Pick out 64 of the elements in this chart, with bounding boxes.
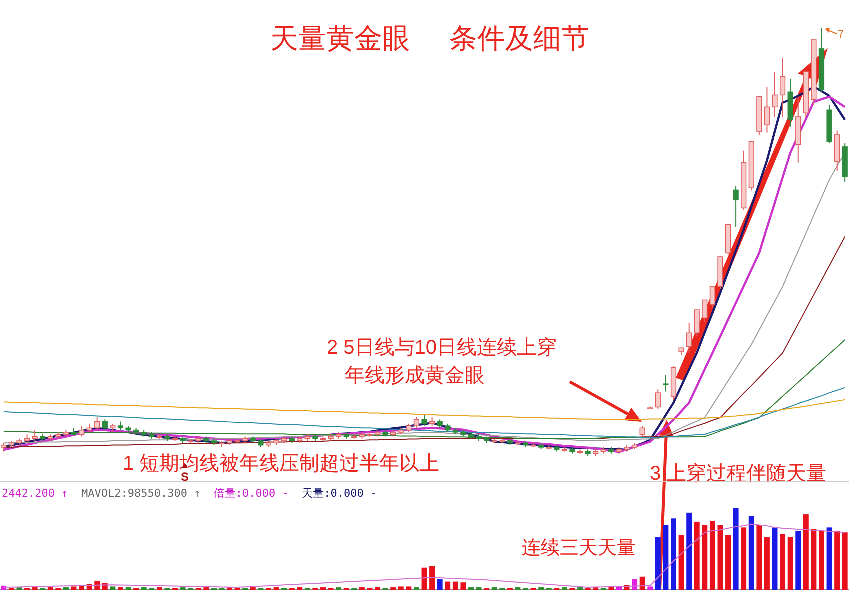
- candlestick: [422, 414, 428, 427]
- bar: [796, 530, 802, 590]
- bar: [437, 579, 443, 590]
- bar: [780, 534, 786, 590]
- bar: [772, 528, 778, 590]
- bar: [834, 530, 840, 590]
- bar: [726, 535, 731, 590]
- bar: [694, 522, 700, 590]
- chart-title: 天量黄金眼 条件及细节: [270, 23, 590, 54]
- candlestick: [780, 57, 786, 118]
- annotation: 7: [838, 29, 844, 41]
- bar: [430, 566, 436, 590]
- bar: [756, 525, 762, 590]
- candlestick: [733, 186, 739, 228]
- bar: [788, 538, 794, 590]
- annotation: 年线形成黄金眼: [345, 365, 485, 387]
- candlestick: [78, 426, 85, 438]
- text: 倍量:0.000 -: [200, 487, 289, 500]
- candlestick: [32, 430, 38, 442]
- candlestick: [640, 426, 646, 438]
- candlestick: [772, 72, 778, 118]
- candlestick: [686, 322, 692, 354]
- bar: [819, 530, 824, 590]
- bar: [671, 518, 676, 590]
- bar: [445, 582, 451, 590]
- bar: [748, 516, 754, 590]
- bar: [686, 512, 692, 590]
- candlestick: [663, 374, 669, 392]
- bar: [110, 586, 116, 590]
- annotation: 2 5日线与10日线连续上穿: [327, 337, 558, 359]
- annotation: 连续三天天量: [522, 538, 636, 559]
- candlestick: [694, 310, 700, 337]
- bar: [741, 528, 747, 590]
- bar: [398, 586, 404, 590]
- text: 天量:0.000 -: [288, 487, 378, 500]
- bar: [718, 525, 724, 590]
- candlestick: [414, 416, 420, 429]
- text: MAVOL2:98550.300 ↑: [68, 487, 201, 500]
- bar: [803, 514, 809, 590]
- bar: [655, 538, 661, 590]
- candlestick: [702, 300, 708, 323]
- bar: [452, 582, 458, 590]
- bar: [648, 586, 654, 590]
- bar: [678, 535, 684, 590]
- bar: [71, 586, 77, 590]
- bar: [640, 576, 646, 590]
- text: 2442.200 ↑: [2, 487, 68, 500]
- bar: [702, 525, 708, 590]
- text: S: [180, 470, 190, 484]
- bar: [733, 508, 739, 590]
- candlestick: [764, 86, 770, 134]
- bar: [811, 529, 817, 590]
- bar: [663, 525, 669, 590]
- bar: [710, 521, 716, 590]
- candlestick: [102, 419, 108, 431]
- bar: [842, 532, 848, 590]
- candlestick: [655, 389, 661, 410]
- bar: [406, 586, 412, 590]
- candlestick: [94, 416, 100, 431]
- bar: [826, 528, 832, 590]
- bar: [632, 579, 638, 590]
- bar: [460, 582, 466, 590]
- candlestick: [710, 286, 716, 309]
- bar: [764, 538, 770, 590]
